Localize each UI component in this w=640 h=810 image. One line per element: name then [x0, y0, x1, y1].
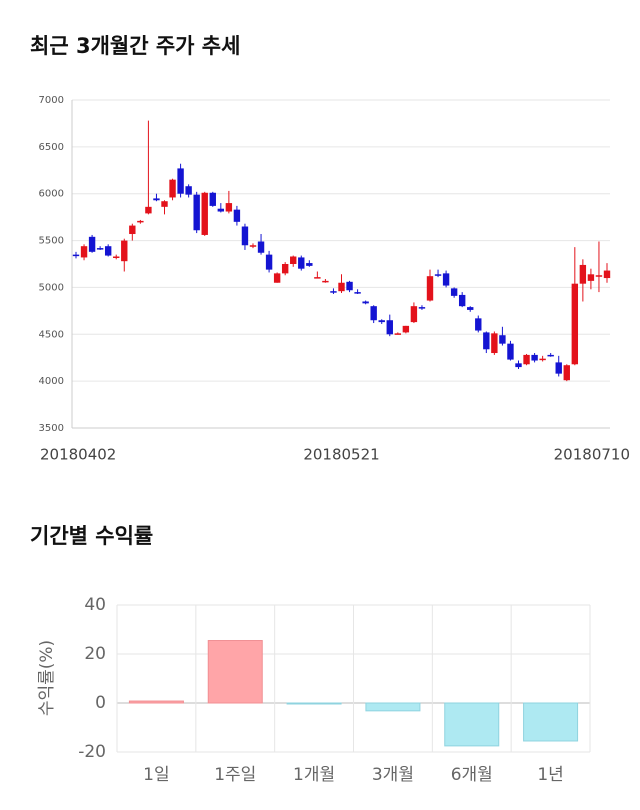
candle-body: [563, 365, 570, 381]
candle-body: [410, 306, 418, 323]
candle-body: [442, 273, 450, 286]
candle-body: [491, 333, 498, 354]
y-tick-label: 5000: [39, 282, 64, 293]
y-tick-label: 6500: [39, 142, 64, 153]
candle-body: [587, 274, 595, 281]
candle-body: [104, 246, 112, 256]
candle-body: [273, 273, 281, 283]
x-tick-label: 20180521: [303, 446, 379, 464]
bar: [207, 640, 263, 704]
y-tick-label: 20: [84, 644, 106, 664]
candle-body: [555, 362, 562, 374]
candle-body: [362, 301, 369, 304]
candle-body: [80, 246, 88, 258]
y-axis-label: 수익률(%): [37, 640, 57, 716]
candle-body: [467, 307, 474, 310]
candle-body: [322, 280, 329, 283]
candle-body: [241, 226, 249, 246]
candle-body: [314, 277, 321, 279]
candle-body: [225, 203, 233, 212]
candle-body: [531, 354, 538, 361]
candle-body: [177, 168, 184, 194]
candle-body: [499, 335, 506, 344]
candle-body: [257, 241, 265, 253]
candle-body: [209, 192, 216, 206]
candle-body: [217, 208, 225, 212]
candle-body: [507, 343, 514, 360]
candle-body: [265, 254, 273, 270]
candle-body: [354, 292, 361, 294]
x-tick-label: 1주일: [214, 765, 256, 785]
candle-body: [515, 363, 522, 368]
x-tick-label: 1일: [143, 765, 169, 785]
candle-body: [483, 332, 490, 350]
y-tick-label: 3500: [39, 423, 64, 434]
candle-body: [113, 256, 120, 259]
candle-body: [306, 263, 313, 266]
candle-body: [418, 307, 426, 309]
candle-body: [402, 325, 410, 333]
candle-body: [579, 264, 587, 284]
y-tick-label: -20: [78, 742, 106, 762]
candle-body: [88, 236, 96, 252]
candle-body: [145, 206, 152, 214]
y-tick-label: 5500: [39, 236, 64, 247]
chart-title: 기간별 수익률: [30, 524, 153, 548]
candle-body: [386, 320, 393, 335]
candle-body: [539, 358, 546, 361]
candle-body: [96, 248, 104, 250]
y-tick-label: 4000: [39, 376, 64, 387]
candle-body: [338, 282, 345, 292]
candle-body: [129, 225, 136, 235]
candle-body: [249, 245, 257, 247]
candle-body: [161, 201, 168, 207]
bar: [444, 702, 500, 747]
candle-body: [434, 274, 442, 276]
candle-body: [298, 257, 305, 269]
candle-body: [394, 333, 402, 335]
x-tick-label: 6개월: [451, 765, 493, 785]
candle-body: [523, 354, 530, 365]
x-tick-label: 1개월: [293, 765, 335, 785]
candle-body: [475, 318, 482, 331]
candle-body: [233, 209, 241, 222]
candle-body: [169, 179, 176, 198]
x-tick-label: 3개월: [372, 765, 414, 785]
chart-title: 최근 3개월간 주가 추세: [30, 34, 240, 58]
y-tick-label: 7000: [39, 95, 64, 106]
candle-body: [72, 254, 80, 257]
y-tick-label: 0: [95, 693, 106, 713]
candle-body: [450, 288, 458, 296]
candle-body: [201, 192, 208, 235]
candle-body: [603, 270, 611, 279]
x-tick-label: 20180710: [554, 446, 630, 464]
candle-body: [137, 220, 144, 223]
candle-body: [378, 320, 385, 323]
candle-body: [153, 198, 160, 201]
y-tick-label: 6000: [39, 189, 64, 200]
bar: [523, 702, 579, 742]
candle-body: [595, 275, 603, 277]
bar: [365, 702, 421, 712]
candle-body: [330, 291, 337, 293]
candle-body: [121, 240, 128, 262]
bar: [286, 702, 342, 705]
y-tick-label: 40: [84, 595, 106, 615]
candle-body: [370, 306, 377, 321]
candle-body: [346, 281, 353, 291]
candle-body: [571, 283, 579, 365]
x-tick-label: 20180402: [40, 446, 116, 464]
candle-body: [458, 294, 466, 307]
x-tick-label: 1년: [537, 765, 563, 785]
candle-body: [281, 264, 289, 274]
bar: [128, 700, 184, 704]
candle-body: [290, 256, 297, 264]
candle-body: [547, 354, 554, 357]
candle-body: [185, 186, 192, 195]
y-tick-label: 4500: [39, 329, 64, 340]
candle-body: [193, 194, 200, 231]
candle-body: [426, 276, 434, 301]
